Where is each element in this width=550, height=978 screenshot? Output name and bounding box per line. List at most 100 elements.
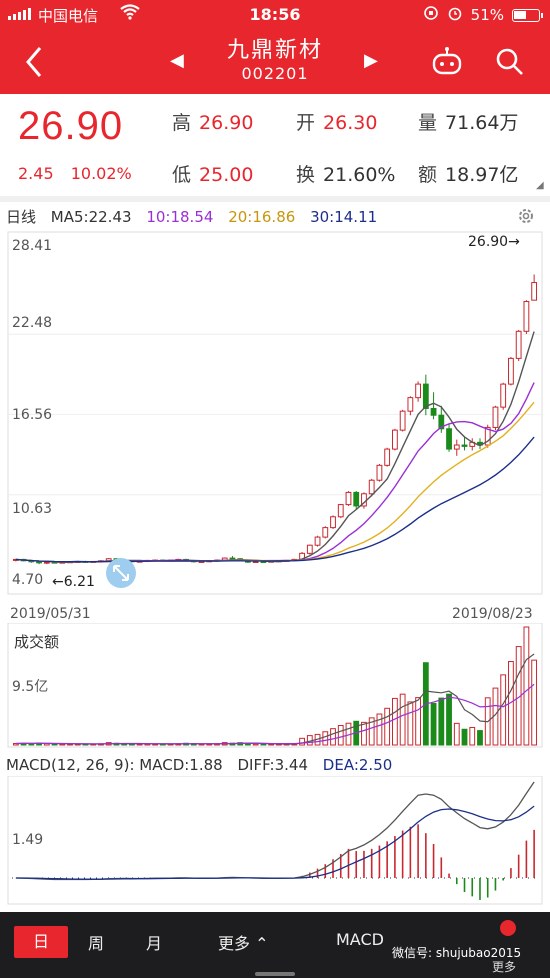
change-percent: 10.02% — [70, 164, 132, 183]
macd-diff: DIFF:3.44 — [237, 756, 309, 774]
tab-more[interactable]: 更多 ⌃ — [218, 934, 269, 953]
current-price: 26.90 — [18, 104, 124, 148]
tab-day[interactable]: 日 — [14, 926, 68, 958]
volume-ma-line-1 — [15, 683, 535, 745]
quote-turnover: 换 21.60% — [296, 164, 396, 186]
ma-legend: 日线 MA5:22.43 10:18.54 20:16.86 30:14.11 — [6, 206, 387, 227]
volume-title: 成交额 — [14, 633, 59, 651]
alarm-icon — [447, 5, 463, 25]
quote-low: 低 25.00 — [172, 164, 254, 186]
candle-body-38 — [306, 544, 313, 554]
stock-code: 002201 — [241, 64, 309, 83]
lock-rotation-icon — [423, 5, 439, 25]
candle-body-61 — [484, 426, 491, 446]
volume-bar-54 — [430, 702, 437, 746]
expand-quote-icon[interactable]: ◢ — [536, 180, 544, 191]
volume-bar-56 — [446, 693, 452, 746]
status-bar: 中国电信 18:56 51% — [0, 0, 550, 30]
volume-chart[interactable]: 成交额 9.5亿 — [0, 623, 550, 753]
robot-assistant-icon[interactable] — [430, 46, 464, 76]
ma10-line — [15, 382, 535, 563]
macd-y-tick: 1.49 — [12, 832, 43, 848]
volume-bar-0 — [12, 743, 19, 746]
volume-bar-59 — [469, 726, 476, 746]
volume-bar-48 — [384, 707, 391, 746]
ma30-line — [15, 436, 535, 563]
candle-body-42 — [337, 504, 344, 518]
prev-stock-button[interactable]: ◀ — [170, 50, 184, 71]
candle-body-66 — [523, 301, 530, 332]
candle-body-50 — [399, 410, 406, 431]
high-annotation: 26.90→ — [468, 234, 520, 250]
volume-bar-40 — [322, 731, 329, 746]
ma20-value: 20:16.86 — [228, 208, 296, 226]
volume-bar-67 — [531, 659, 538, 746]
volume-bar-57 — [453, 722, 460, 746]
volume-bar-32 — [260, 743, 267, 746]
battery-percent: 51% — [470, 6, 504, 24]
candle-body-64 — [508, 357, 514, 385]
top-bar: 中国电信 18:56 51% ◀ 九鼎新材 002201 ▶ — [0, 0, 550, 94]
more-button-2[interactable]: 更多 — [492, 960, 517, 974]
quote-open: 开 26.30 — [296, 112, 378, 134]
record-icon — [500, 920, 516, 936]
quote-volume: 量 71.64万 — [418, 112, 519, 134]
price-change: 2.45 10.02% — [18, 164, 144, 183]
candle-body-41 — [330, 516, 336, 529]
ma5-value: MA5:22.43 — [50, 208, 132, 226]
volume-bar-66 — [523, 626, 530, 746]
volume-bar-37 — [299, 737, 305, 746]
candle-body-46 — [368, 479, 375, 495]
volume-bar-50 — [399, 693, 406, 746]
candle-body-53 — [422, 383, 429, 409]
candle-body-40 — [322, 527, 329, 538]
macd-chart[interactable]: 1.49 — [0, 776, 550, 906]
battery-icon — [512, 8, 543, 22]
date-start: 2019/05/31 — [10, 606, 91, 622]
tab-month[interactable]: 月 — [146, 934, 163, 953]
volume-bar-51 — [407, 701, 414, 746]
ma30-value: 30:14.11 — [310, 208, 378, 226]
next-stock-button[interactable]: ▶ — [364, 50, 378, 71]
candle-body-63 — [500, 383, 507, 408]
volume-bar-63 — [500, 674, 507, 746]
crosshair-toggle-icon[interactable] — [106, 558, 136, 588]
indicator-select[interactable]: MACD — [336, 930, 384, 949]
candle-body-58 — [461, 444, 468, 447]
change-amount: 2.45 — [18, 164, 54, 183]
y-tick-5: 4.70 — [12, 572, 43, 588]
macd-title: MACD(12, 26, 9): MACD:1.88 — [6, 756, 223, 774]
ma10-value: 10:18.54 — [146, 208, 214, 226]
candle-body-55 — [438, 414, 445, 430]
candle-body-31 — [252, 560, 259, 563]
macd-dea: DEA:2.50 — [322, 756, 393, 774]
signal-icon — [8, 8, 31, 20]
candlestick-chart[interactable]: 28.41 22.48 16.56 10.63 4.70 26.90→ ←6.2… — [0, 230, 550, 625]
volume-bar-31 — [252, 743, 259, 746]
y-tick-3: 16.56 — [12, 407, 52, 423]
tab-week[interactable]: 周 — [88, 934, 105, 953]
back-button[interactable] — [18, 42, 52, 82]
volume-bar-42 — [337, 725, 344, 746]
candle-body-62 — [492, 406, 499, 428]
search-icon[interactable] — [494, 46, 524, 76]
candle-body-57 — [453, 444, 460, 450]
volume-bar-52 — [415, 697, 422, 746]
volume-bar-47 — [376, 713, 383, 746]
divider — [0, 196, 550, 202]
gear-icon[interactable] — [516, 206, 536, 226]
candle-body-51 — [407, 397, 414, 412]
y-tick-4: 10.63 — [12, 501, 52, 517]
volume-bar-60 — [477, 730, 483, 746]
volume-bar-46 — [368, 717, 375, 746]
ma20-line — [15, 401, 535, 563]
wifi-icon — [120, 4, 140, 24]
carrier-name: 中国电信 — [38, 7, 99, 25]
candle-body-54 — [430, 407, 437, 416]
date-end: 2019/08/23 — [452, 606, 533, 622]
quote-high: 高 26.90 — [172, 112, 254, 134]
candle-body-28 — [229, 557, 236, 560]
y-tick-1: 28.41 — [12, 238, 52, 254]
volume-bar-55 — [438, 697, 445, 746]
candle-body-52 — [415, 383, 422, 399]
